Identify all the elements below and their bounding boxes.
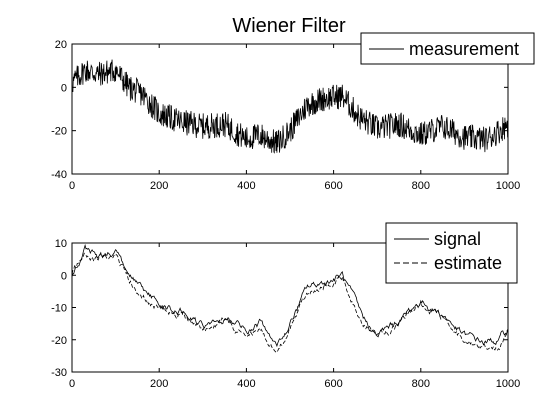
y-tick-label: -20 [51, 126, 67, 138]
measurement-plot-legend: measurement [360, 32, 535, 65]
legend-box [360, 32, 535, 65]
x-tick-label: 800 [412, 378, 430, 390]
x-tick-label: 0 [69, 180, 75, 192]
series-line-measurement [71, 59, 509, 154]
y-tick-label: 0 [61, 270, 67, 282]
legend-label-signal: signal [434, 229, 481, 249]
x-tick-label: 600 [324, 378, 342, 390]
x-tick-label: 1000 [496, 378, 520, 390]
y-tick-label: -30 [51, 367, 67, 379]
x-tick-label: 400 [237, 378, 255, 390]
measurement-plot-axes-box [71, 43, 509, 175]
x-tick-label: 1000 [496, 180, 520, 192]
signal-estimate-plot-x-ticks: 0 200 400 600 800 1000 [69, 243, 520, 390]
legend-label-estimate: estimate [434, 253, 502, 273]
x-tick-label: 400 [237, 180, 255, 192]
legend-label-measurement: measurement [409, 39, 519, 59]
y-tick-label: -40 [51, 169, 67, 181]
y-tick-label: -20 [51, 335, 67, 347]
legend-box [385, 222, 518, 284]
x-tick-label: 600 [324, 180, 342, 192]
measurement-plot-x-ticks: 0 200 400 600 800 1000 [69, 44, 520, 192]
series-line-estimate [71, 251, 509, 353]
figure-title: Wiener Filter [232, 15, 346, 37]
y-tick-label: -10 [51, 303, 67, 315]
measurement-plot-y-ticks: 20 0 -20 -40 [51, 39, 508, 181]
y-tick-label: 20 [55, 39, 67, 51]
x-tick-label: 200 [150, 180, 168, 192]
measurement-plot-series [71, 59, 509, 154]
y-tick-label: 0 [61, 82, 67, 94]
signal-estimate-plot-y-ticks: 10 0 -10 -20 -30 [51, 238, 508, 379]
signal-estimate-plot-legend: signal estimate [385, 222, 518, 284]
x-tick-label: 200 [150, 378, 168, 390]
y-tick-label: 10 [55, 238, 67, 250]
x-tick-label: 800 [412, 180, 430, 192]
measurement-plot: 0 200 400 600 800 1000 200-20-40 measurement [51, 32, 535, 192]
x-tick-label: 0 [69, 378, 75, 390]
signal-estimate-plot: 0 200 400 600 800 1000 10 0 -10 -20 -30 signal est… [51, 222, 520, 390]
signal-estimate-plot-series [71, 243, 509, 353]
